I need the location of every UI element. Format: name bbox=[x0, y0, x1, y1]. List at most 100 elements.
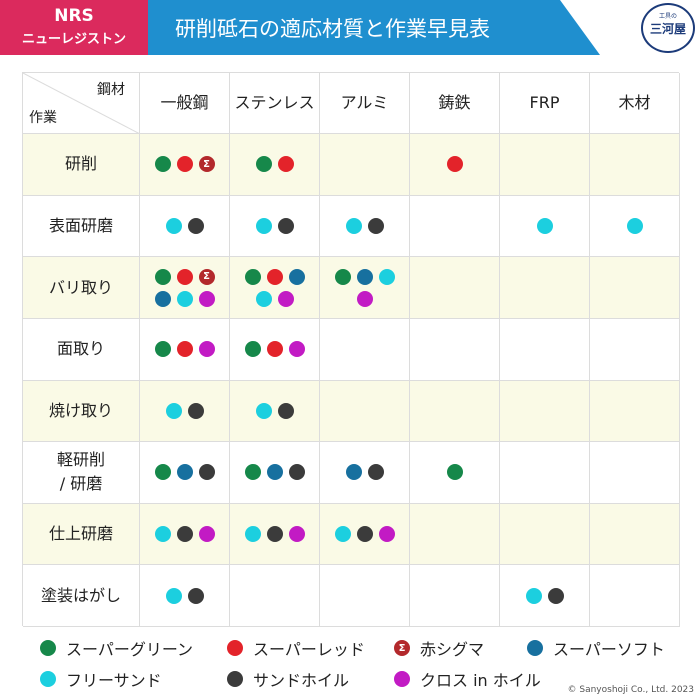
dot-group bbox=[420, 156, 490, 173]
product-dot bbox=[154, 268, 171, 285]
table-cell bbox=[590, 257, 680, 319]
row-label: バリ取り bbox=[48, 277, 113, 297]
row-label: 塗装はがし bbox=[40, 585, 121, 605]
legend-item: スーパーレッド bbox=[227, 636, 365, 660]
corner-diagonal bbox=[23, 73, 140, 134]
column-header: 木材 bbox=[590, 73, 680, 134]
dot-group bbox=[150, 587, 220, 604]
product-dot bbox=[277, 217, 294, 234]
table-cell bbox=[140, 503, 230, 566]
product-dot bbox=[536, 217, 553, 234]
legend-label: 赤シグマ bbox=[420, 640, 485, 659]
legend-item: スーパーグリーン bbox=[40, 636, 193, 660]
product-dot bbox=[394, 671, 410, 687]
table-cell bbox=[590, 442, 680, 504]
column-label: アルミ bbox=[340, 93, 389, 112]
product-dot bbox=[288, 464, 305, 481]
product-dot bbox=[244, 268, 261, 285]
dot-symbol: Σ bbox=[203, 158, 210, 170]
product-dot bbox=[165, 217, 182, 234]
table-cell bbox=[230, 257, 320, 319]
product-dot bbox=[288, 526, 305, 543]
corner-cell: 鋼材 作業 bbox=[23, 73, 140, 134]
table-cell bbox=[410, 380, 500, 443]
row-header: 仕上研磨 bbox=[23, 503, 140, 566]
dot-group bbox=[510, 217, 580, 234]
row-header: バリ取り bbox=[23, 257, 140, 319]
product-dot bbox=[227, 671, 243, 687]
product-dot bbox=[626, 217, 643, 234]
row-header: 軽研削 / 研磨 bbox=[23, 442, 140, 504]
table-cell bbox=[410, 195, 500, 258]
product-dot bbox=[40, 640, 56, 656]
product-dot bbox=[176, 156, 193, 173]
product-dot bbox=[356, 290, 373, 307]
dot-group bbox=[420, 464, 490, 481]
table-cell bbox=[500, 565, 590, 627]
row-header: 研削 bbox=[23, 134, 140, 196]
product-dot bbox=[176, 341, 193, 358]
table-cell bbox=[230, 565, 320, 627]
table-cell bbox=[590, 195, 680, 258]
product-dot bbox=[154, 290, 171, 307]
product-dot bbox=[525, 587, 542, 604]
table-cell bbox=[320, 380, 410, 443]
table-cell bbox=[140, 195, 230, 258]
table-cell bbox=[500, 195, 590, 258]
product-dot bbox=[547, 587, 564, 604]
dot-group bbox=[240, 341, 310, 358]
title: 研削砥石の適応材質と作業早見表 bbox=[175, 17, 490, 41]
product-dot bbox=[198, 526, 215, 543]
product-dot bbox=[176, 526, 193, 543]
row-label: 仕上研磨 bbox=[48, 524, 113, 544]
dot-group bbox=[240, 156, 310, 173]
table-cell bbox=[320, 442, 410, 504]
product-dot bbox=[446, 464, 463, 481]
product-dot bbox=[334, 526, 351, 543]
legend-item: クロス in ホイル bbox=[394, 667, 541, 691]
product-dot bbox=[165, 402, 182, 419]
product-dot bbox=[356, 526, 373, 543]
table-cell bbox=[590, 134, 680, 196]
table-cell: Σ bbox=[140, 134, 230, 196]
column-header: ステンレス bbox=[230, 73, 320, 134]
product-dot bbox=[198, 341, 215, 358]
product-dot bbox=[198, 290, 215, 307]
dot-group bbox=[330, 217, 400, 234]
product-dot bbox=[187, 587, 204, 604]
dot-group: Σ bbox=[150, 268, 220, 307]
product-dot bbox=[255, 402, 272, 419]
row-header: 塗装はがし bbox=[23, 565, 140, 627]
row-header: 面取り bbox=[23, 318, 140, 381]
product-dot bbox=[345, 217, 362, 234]
product-dot bbox=[266, 341, 283, 358]
product-dot: Σ bbox=[198, 156, 215, 173]
product-dot bbox=[255, 217, 272, 234]
legend: スーパーグリーン スーパーレッド Σ 赤シグマ スーパーソフト フリーサンド サンドホイル ク… bbox=[22, 630, 679, 692]
table-cell bbox=[590, 380, 680, 443]
table-cell bbox=[140, 380, 230, 443]
product-dot bbox=[446, 156, 463, 173]
table-cell bbox=[410, 565, 500, 627]
dot-group bbox=[150, 341, 220, 358]
product-dot bbox=[255, 290, 272, 307]
table-cell bbox=[320, 257, 410, 319]
dot-group bbox=[240, 217, 310, 234]
dot-group bbox=[330, 268, 400, 307]
table-cell bbox=[590, 565, 680, 627]
table-cell bbox=[140, 565, 230, 627]
table-cell bbox=[140, 318, 230, 381]
product-dot bbox=[187, 217, 204, 234]
copyright: © Sanyoshoji Co., Ltd. 2023 bbox=[567, 685, 694, 695]
table-cell bbox=[500, 257, 590, 319]
product-dot bbox=[288, 341, 305, 358]
row-label: 面取り bbox=[56, 339, 105, 359]
product-dot bbox=[378, 268, 395, 285]
table-cell bbox=[500, 134, 590, 196]
product-dot bbox=[244, 464, 261, 481]
legend-item: サンドホイル bbox=[227, 667, 349, 691]
legend-label: フリーサンド bbox=[66, 671, 162, 690]
product-dot bbox=[40, 671, 56, 687]
table-cell bbox=[320, 318, 410, 381]
column-header: FRP bbox=[500, 73, 590, 134]
